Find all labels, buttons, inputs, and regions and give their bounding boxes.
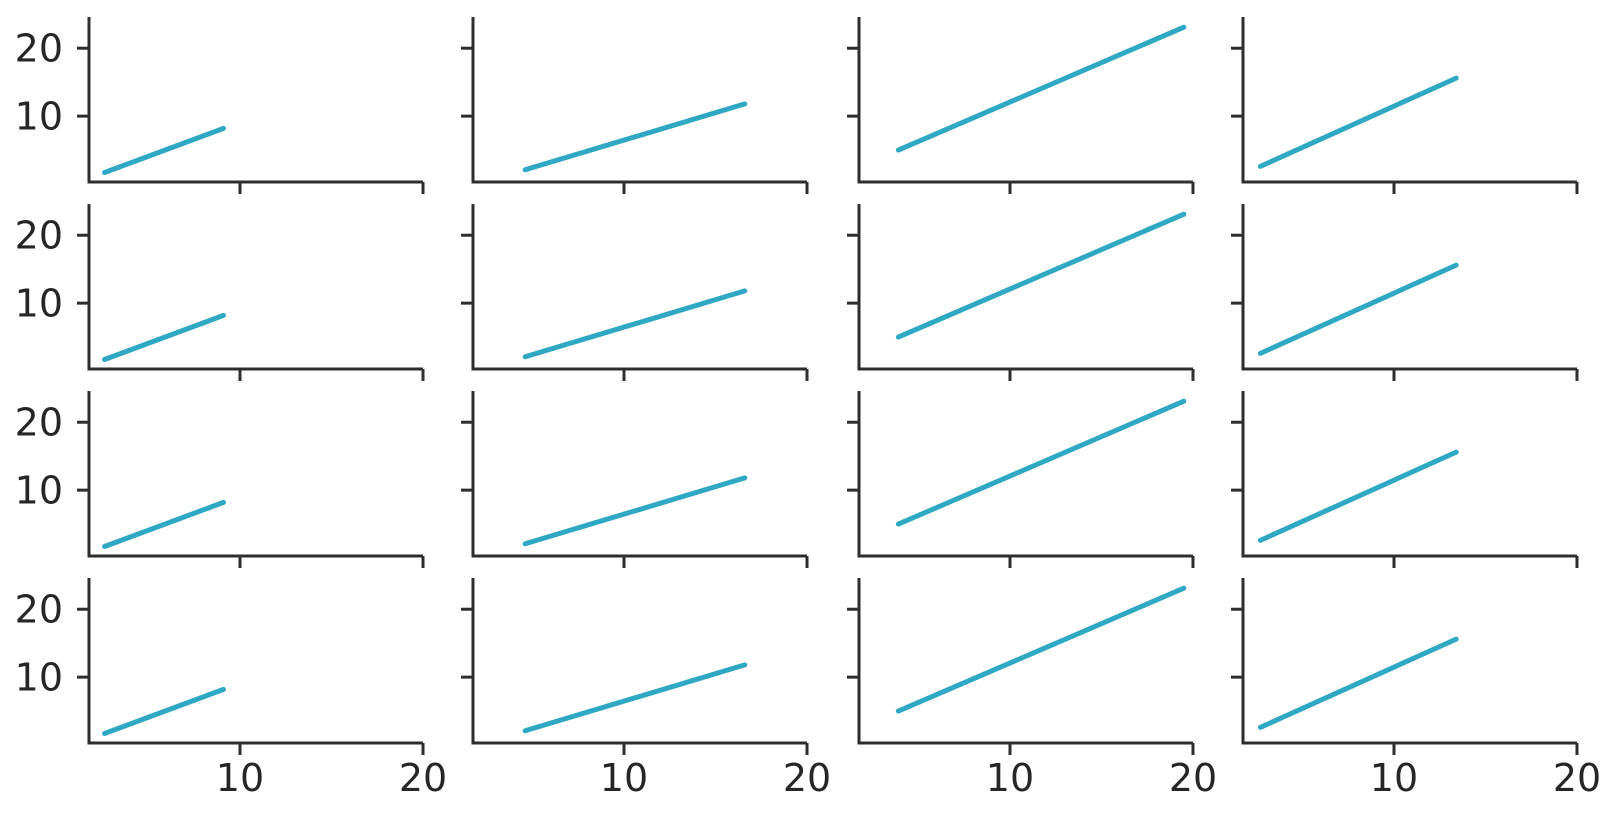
y-tick-label: 20: [15, 27, 63, 71]
subplot-r1c1: 10 20: [15, 17, 425, 194]
subplot-r4c2: 10 20: [461, 578, 831, 800]
axis-spines: [471, 391, 807, 558]
y-tick-label: 10: [15, 94, 63, 138]
subplot-r1c3: [847, 17, 1195, 194]
axis-spines: [471, 578, 807, 745]
subplot-r1c4: [1231, 17, 1579, 194]
subplot-r1c2: [461, 17, 809, 194]
axis-spines: [87, 578, 423, 745]
line-series-column-3: [895, 398, 1187, 527]
subplot-r3c1: 10 20: [15, 391, 425, 568]
axis-spines: [857, 578, 1193, 745]
line-series-column-4: [1257, 636, 1459, 730]
axis-spines: [857, 204, 1193, 371]
line-series-column-4: [1257, 449, 1459, 543]
line-series-column-3: [895, 211, 1187, 340]
subplot-r2c1: 10 20: [15, 204, 425, 381]
line-series-column-4: [1257, 75, 1459, 169]
y-tick-label: 10: [15, 281, 63, 325]
line-series-column-1: [102, 499, 227, 549]
axis-spines: [87, 17, 423, 184]
subplot-r3c4: [1231, 391, 1579, 568]
subplot-r2c3: [847, 204, 1195, 381]
axis-spines: [1241, 391, 1577, 558]
axis-spines: [87, 204, 423, 371]
x-tick-label: 10: [600, 756, 648, 800]
subplot-r2c4: [1231, 204, 1579, 381]
x-tick-label: 20: [1553, 756, 1601, 800]
subplot-r2c2: [461, 204, 809, 381]
line-series-column-1: [102, 125, 227, 175]
subplot-r4c1: 10 20 10 20: [15, 578, 447, 800]
y-tick-label: 20: [15, 214, 63, 258]
subplot-r4c3: 10 20: [847, 578, 1217, 800]
line-series-column-3: [895, 585, 1187, 714]
axis-spines: [857, 391, 1193, 558]
axis-spines: [471, 17, 807, 184]
y-tick-label: 20: [15, 401, 63, 445]
line-series-column-2: [522, 101, 748, 173]
y-tick-label: 10: [15, 655, 63, 699]
axis-spines: [1241, 204, 1577, 371]
subplot-r3c2: [461, 391, 809, 568]
x-tick-label: 10: [1370, 756, 1418, 800]
line-series-column-2: [522, 288, 748, 360]
x-tick-label: 20: [1169, 756, 1217, 800]
line-series-column-4: [1257, 262, 1459, 356]
axis-spines: [87, 391, 423, 558]
line-series-column-1: [102, 312, 227, 362]
axis-spines: [1241, 578, 1577, 745]
subplot-r4c4: 10 20: [1231, 578, 1601, 800]
x-tick-label: 20: [399, 756, 447, 800]
line-series-column-2: [522, 662, 748, 734]
x-tick-label: 20: [783, 756, 831, 800]
y-tick-label: 20: [15, 588, 63, 632]
y-tick-label: 10: [15, 468, 63, 512]
line-series-column-1: [102, 686, 227, 736]
subplot-r3c3: [847, 391, 1195, 568]
x-tick-label: 10: [986, 756, 1034, 800]
axis-spines: [471, 204, 807, 371]
axis-spines: [1241, 17, 1577, 184]
axis-spines: [857, 17, 1193, 184]
line-series-column-2: [522, 475, 748, 547]
line-series-column-3: [895, 24, 1187, 153]
x-tick-label: 10: [216, 756, 264, 800]
